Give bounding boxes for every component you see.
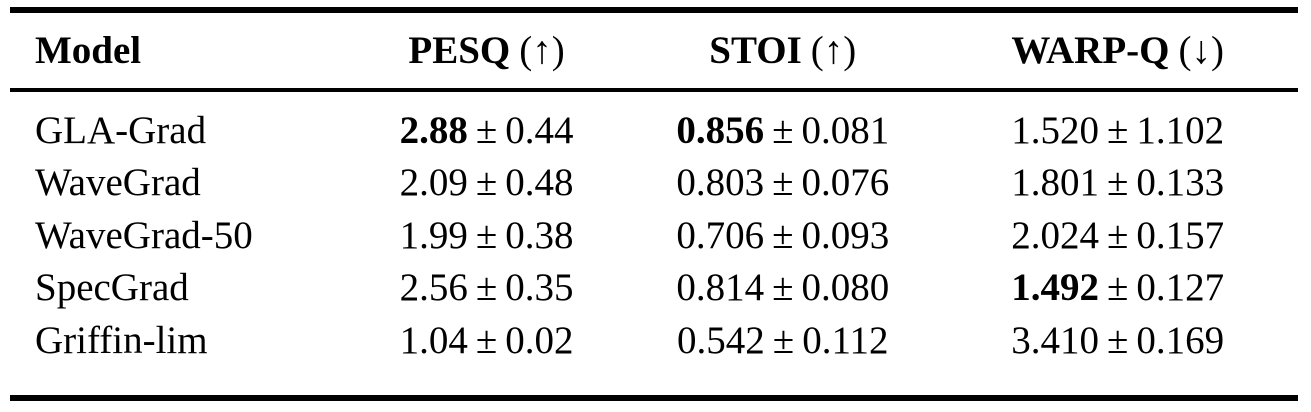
mean-value: 2.88 — [399, 108, 468, 152]
warpq-cell: 2.024 ±0.157 — [937, 216, 1298, 255]
plus-minus-sign: ± — [772, 266, 794, 310]
std-value: 0.127 — [1136, 266, 1225, 310]
pesq-cell: 2.09 ±0.48 — [345, 163, 628, 202]
plus-minus-sign: ± — [475, 108, 498, 152]
mean-value: 0.856 — [676, 108, 765, 152]
table-row: SpecGrad 2.56 ±0.35 0.814 ±0.080 1.492 ±0.1… — [10, 262, 1298, 315]
mean-value: 0.706 — [676, 213, 765, 257]
warpq-cell: 1.492 ±0.127 — [937, 268, 1298, 307]
plus-minus-sign: ± — [475, 213, 498, 257]
results-table: Model PESQ (↑) STOI (↑) WARP-Q (↓) GLA-Grad… — [10, 7, 1298, 401]
down-arrow-indicator: (↓) — [1178, 29, 1224, 72]
std-value: 0.38 — [505, 213, 574, 257]
mean-value: 1.99 — [399, 213, 468, 257]
pesq-cell: 1.99 ±0.38 — [345, 216, 628, 255]
std-value: 0.080 — [801, 266, 890, 310]
plus-minus-sign: ± — [772, 161, 794, 205]
plus-minus-sign: ± — [1106, 318, 1129, 362]
plus-minus-sign: ± — [475, 266, 498, 310]
std-value: 0.112 — [802, 318, 889, 362]
warpq-cell: 3.410 ±0.169 — [937, 321, 1298, 360]
mean-value: 3.410 — [1011, 318, 1099, 362]
mean-value: 1.04 — [399, 318, 468, 362]
up-arrow-indicator: (↑) — [810, 29, 857, 72]
plus-minus-sign: ± — [772, 108, 794, 152]
warpq-cell: 1.801 ±0.133 — [937, 163, 1298, 202]
column-name: WARP-Q — [1011, 29, 1170, 72]
std-value: 0.02 — [505, 318, 574, 362]
std-value: 0.35 — [505, 266, 574, 310]
table-row: WaveGrad 2.09 ±0.48 0.803 ±0.076 1.801 ±0.1… — [10, 157, 1298, 210]
mean-value: 1.520 — [1011, 108, 1099, 152]
warpq-cell: 1.520 ±1.102 — [937, 111, 1298, 150]
table-body: GLA-Grad 2.88 ±0.44 0.856 ±0.081 1.520 ±1.1… — [10, 92, 1298, 395]
plus-minus-sign: ± — [1106, 213, 1129, 257]
stoi-cell: 0.803 ±0.076 — [628, 163, 937, 202]
column-name: STOI — [709, 29, 802, 72]
table-row: GLA-Grad 2.88 ±0.44 0.856 ±0.081 1.520 ±1.1… — [10, 104, 1298, 157]
std-value: 1.102 — [1136, 108, 1225, 152]
stoi-cell: 0.814 ±0.080 — [628, 268, 937, 307]
pesq-cell: 2.56 ±0.35 — [345, 268, 628, 307]
std-value: 0.48 — [505, 161, 574, 205]
model-cell: SpecGrad — [35, 266, 189, 310]
column-name: Model — [35, 29, 142, 72]
mean-value: 1.492 — [1011, 266, 1099, 310]
table-row: Griffin-lim 1.04 ±0.02 0.542 ±0.112 3.410 ±… — [10, 314, 1298, 367]
std-value: 0.076 — [801, 161, 890, 205]
mean-value: 0.803 — [676, 161, 765, 205]
plus-minus-sign: ± — [475, 318, 498, 362]
model-cell: Griffin-lim — [35, 318, 208, 362]
stoi-cell: 0.706 ±0.093 — [628, 216, 937, 255]
mean-value: 1.801 — [1011, 161, 1099, 205]
std-value: 0.44 — [505, 108, 574, 152]
plus-minus-sign: ± — [1106, 161, 1129, 205]
table-header-row: Model PESQ (↑) STOI (↑) WARP-Q (↓) — [10, 13, 1298, 92]
column-header-stoi: STOI (↑) — [628, 31, 937, 70]
mean-value: 0.814 — [676, 266, 765, 310]
pesq-cell: 2.88 ±0.44 — [345, 111, 628, 150]
mean-value: 2.024 — [1011, 213, 1099, 257]
model-cell: GLA-Grad — [35, 108, 207, 152]
mean-value: 0.542 — [677, 318, 765, 362]
column-header-model: Model — [10, 31, 345, 70]
mean-value: 2.56 — [399, 266, 468, 310]
plus-minus-sign: ± — [772, 318, 795, 362]
std-value: 0.133 — [1136, 161, 1225, 205]
stoi-cell: 0.542 ±0.112 — [628, 321, 937, 360]
column-header-warpq: WARP-Q (↓) — [937, 31, 1298, 70]
up-arrow-indicator: (↑) — [519, 29, 565, 72]
model-cell: WaveGrad-50 — [35, 213, 253, 257]
plus-minus-sign: ± — [1106, 266, 1129, 310]
plus-minus-sign: ± — [475, 161, 498, 205]
std-value: 0.169 — [1136, 318, 1225, 362]
model-cell: WaveGrad — [35, 161, 201, 205]
pesq-cell: 1.04 ±0.02 — [345, 321, 628, 360]
column-header-pesq: PESQ (↑) — [345, 31, 628, 70]
mean-value: 2.09 — [399, 161, 468, 205]
column-name: PESQ — [408, 29, 511, 72]
std-value: 0.157 — [1136, 213, 1225, 257]
plus-minus-sign: ± — [772, 213, 794, 257]
table-row: WaveGrad-50 1.99 ±0.38 0.706 ±0.093 2.024 ±… — [10, 209, 1298, 262]
std-value: 0.093 — [801, 213, 890, 257]
std-value: 0.081 — [801, 108, 890, 152]
plus-minus-sign: ± — [1106, 108, 1129, 152]
stoi-cell: 0.856 ±0.081 — [628, 111, 937, 150]
